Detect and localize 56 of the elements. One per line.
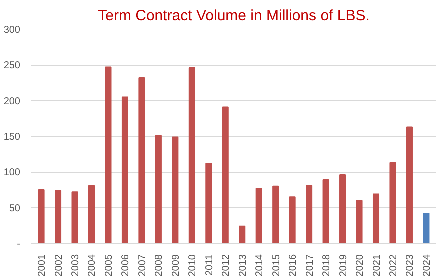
x-tick-label: 2006 [120,254,132,277]
x-tick-label: 2013 [238,254,249,277]
x-tick-label: 2023 [405,254,416,277]
bar [172,136,179,244]
x-tick-label: 2012 [221,254,232,277]
x-tick-label: 2004 [87,254,98,277]
bar [222,106,229,244]
x-tick-label: 2021 [372,254,383,277]
x-tick-label: 2003 [70,254,82,277]
bar [239,226,246,244]
x-tick-label: 2015 [271,254,282,277]
y-tick-label: - [17,239,21,250]
y-tick-label: 250 [4,60,21,72]
bar [322,180,330,244]
bar [72,192,78,244]
x-tick-label: 2024 [422,254,433,277]
y-tick-label: 150 [4,132,21,143]
x-tick-label: 2008 [154,254,166,277]
bar [206,163,212,244]
x-tick-label: 2014 [254,254,266,277]
bar [138,78,146,244]
y-tick-label: 300 [4,25,21,36]
x-tick-label: 2020 [355,254,366,277]
x-tick-label: 2002 [54,254,65,277]
x-tick-label: 2007 [137,254,148,277]
bar [188,68,196,244]
bar [306,185,313,244]
x-tick-label: 2018 [322,254,333,277]
y-tick-label: 100 [4,168,21,179]
chart-title: Term Contract Volume in Millions of LBS. [98,8,370,24]
bar [356,200,363,244]
x-tick-label: 2022 [388,254,400,277]
x-tick-label: 2009 [170,254,182,277]
bar [38,190,45,244]
x-tick-label: 2016 [288,254,300,277]
x-tick-label: 2005 [104,254,115,277]
bar [289,196,296,244]
bar [55,190,62,244]
bar [272,186,280,244]
x-tick-label: 2010 [188,254,199,277]
bar [155,135,162,244]
x-tick-label: 2001 [37,254,48,277]
bar [256,188,262,244]
x-tick-label: 2019 [338,254,350,277]
bar [340,174,346,244]
x-tick-label: 2011 [204,254,216,276]
x-tick-label: 2017 [304,254,316,277]
bar [372,194,380,244]
bar [122,96,128,244]
y-tick-label: 200 [4,96,21,108]
bar [88,185,96,244]
bar [406,126,413,244]
bar [390,162,396,244]
bar [423,213,430,244]
bar [105,66,112,244]
y-tick-label: 50 [9,203,21,214]
